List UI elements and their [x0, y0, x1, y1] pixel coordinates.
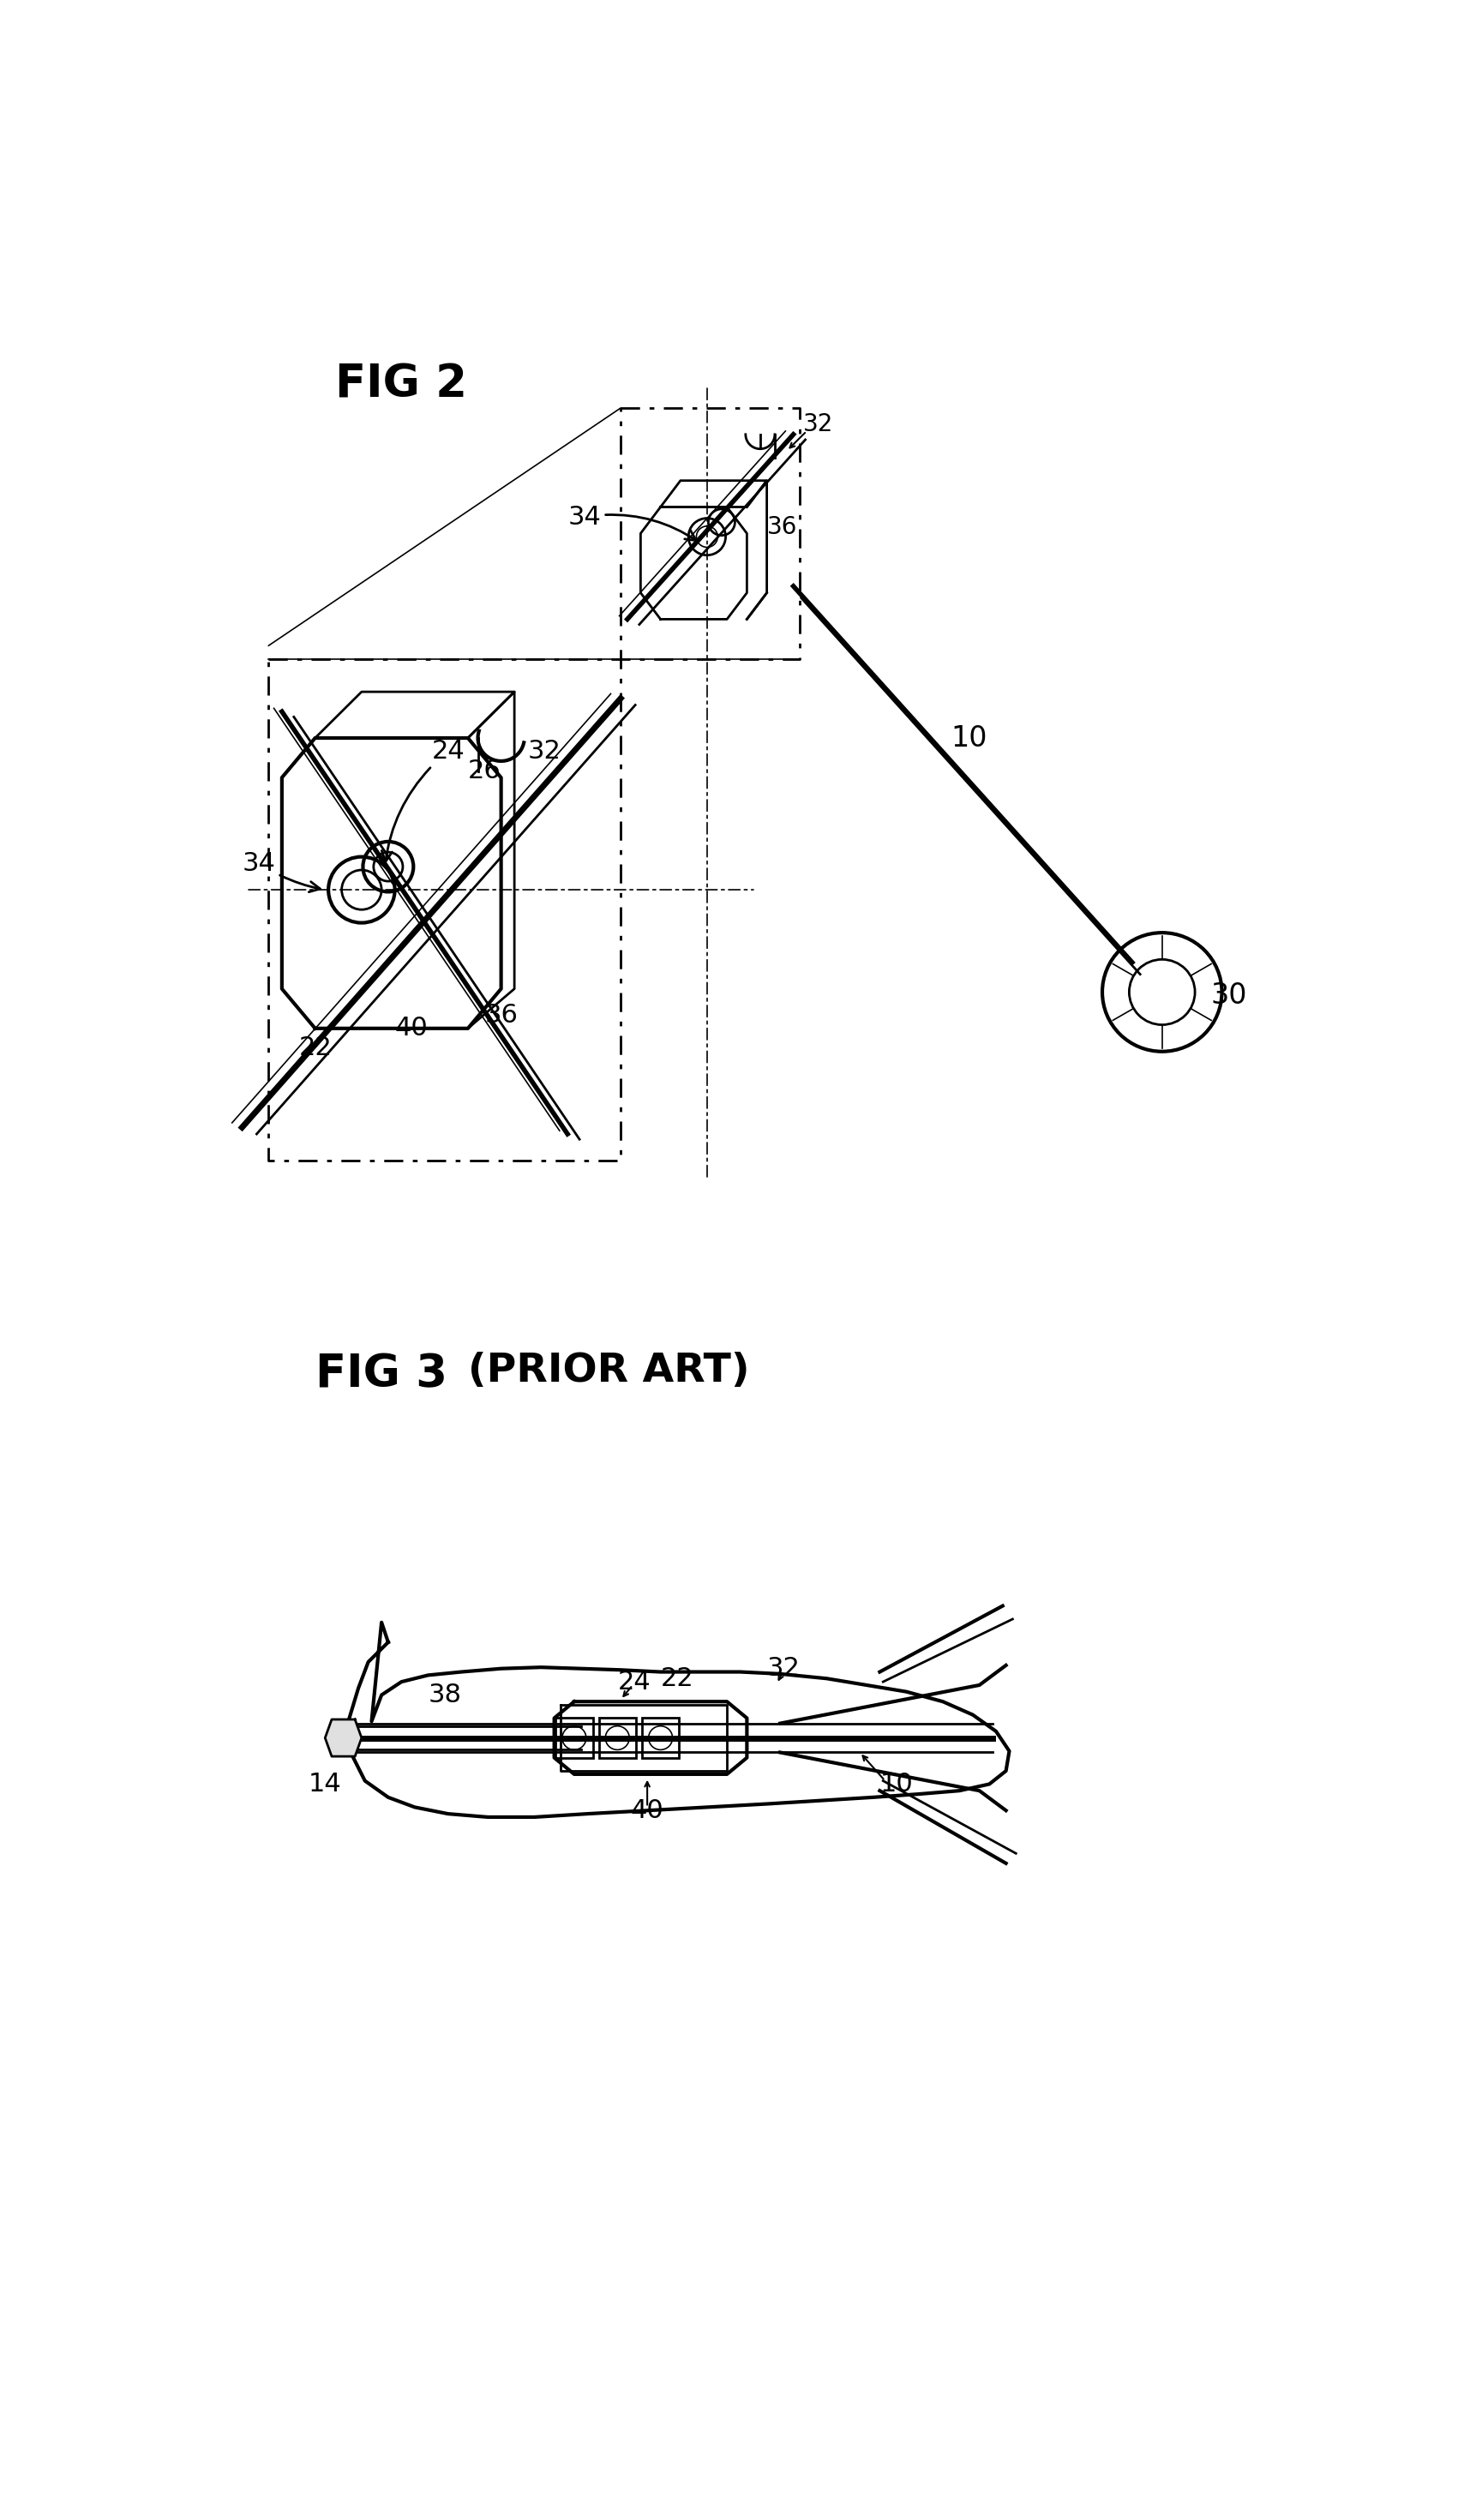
- Text: 40: 40: [631, 1799, 663, 1822]
- Text: FIG 2: FIG 2: [335, 363, 467, 406]
- Text: 24: 24: [617, 1668, 650, 1693]
- Bar: [642, 1719, 679, 1759]
- Bar: [599, 1719, 636, 1759]
- Polygon shape: [325, 1719, 362, 1756]
- Text: 22: 22: [299, 1036, 332, 1061]
- Text: 34: 34: [242, 852, 321, 892]
- Text: 10: 10: [879, 1772, 913, 1797]
- Text: 38: 38: [429, 1683, 461, 1709]
- Text: 30: 30: [1210, 980, 1247, 1011]
- Text: 40: 40: [395, 1016, 429, 1041]
- Text: 22: 22: [660, 1666, 694, 1691]
- Text: 14: 14: [309, 1772, 341, 1797]
- Text: 32: 32: [528, 738, 561, 764]
- Text: (PRIOR ART): (PRIOR ART): [468, 1351, 749, 1391]
- Text: 36: 36: [484, 1003, 518, 1028]
- Text: 32: 32: [767, 1656, 800, 1681]
- Text: 10: 10: [951, 723, 987, 751]
- Text: 36: 36: [767, 514, 798, 539]
- Text: 26: 26: [468, 759, 502, 784]
- Text: 34: 34: [567, 504, 697, 539]
- Bar: [555, 1719, 593, 1759]
- Text: FIG 3: FIG 3: [315, 1351, 448, 1396]
- Text: 24: 24: [382, 738, 465, 862]
- Text: 32: 32: [803, 413, 834, 436]
